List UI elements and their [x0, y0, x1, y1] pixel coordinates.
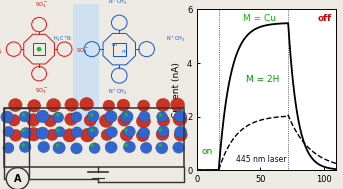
- Text: M = 2H: M = 2H: [246, 75, 279, 84]
- Circle shape: [56, 128, 59, 132]
- Text: on: on: [201, 147, 213, 156]
- Text: N$^+$CH$_3$: N$^+$CH$_3$: [108, 0, 127, 7]
- Circle shape: [158, 143, 162, 147]
- Circle shape: [137, 114, 151, 128]
- Text: N$^+$CH$_3$: N$^+$CH$_3$: [108, 88, 127, 97]
- Circle shape: [26, 128, 40, 141]
- Circle shape: [22, 113, 25, 117]
- Circle shape: [89, 143, 100, 153]
- Circle shape: [20, 141, 31, 153]
- Circle shape: [125, 143, 128, 147]
- Circle shape: [105, 142, 117, 153]
- Circle shape: [106, 127, 117, 138]
- Text: 445 nm laser: 445 nm laser: [236, 155, 287, 164]
- Circle shape: [3, 143, 14, 153]
- Circle shape: [6, 168, 29, 189]
- Circle shape: [55, 127, 65, 137]
- Circle shape: [53, 142, 65, 154]
- Y-axis label: Current (nA): Current (nA): [173, 62, 181, 118]
- Text: SO$_3^-$: SO$_3^-$: [35, 1, 48, 10]
- Circle shape: [47, 98, 61, 112]
- Circle shape: [56, 143, 59, 147]
- Circle shape: [99, 114, 113, 127]
- Circle shape: [36, 127, 49, 139]
- Circle shape: [175, 126, 187, 138]
- Circle shape: [56, 113, 59, 117]
- Circle shape: [123, 141, 135, 153]
- Circle shape: [3, 126, 14, 137]
- Text: SO$_3^-$: SO$_3^-$: [75, 47, 88, 57]
- Circle shape: [174, 129, 187, 141]
- Circle shape: [44, 115, 56, 127]
- Circle shape: [156, 128, 169, 140]
- Circle shape: [38, 141, 50, 153]
- Circle shape: [28, 100, 41, 112]
- Circle shape: [10, 129, 22, 141]
- Circle shape: [37, 47, 42, 51]
- Circle shape: [117, 99, 130, 111]
- Circle shape: [125, 113, 128, 117]
- Circle shape: [65, 113, 78, 125]
- Circle shape: [125, 128, 128, 132]
- Text: H$_3$C$^+$N: H$_3$C$^+$N: [53, 35, 72, 44]
- Circle shape: [158, 126, 169, 137]
- Circle shape: [170, 98, 185, 112]
- Circle shape: [138, 127, 150, 138]
- Circle shape: [139, 111, 150, 122]
- Circle shape: [138, 100, 150, 112]
- Text: A: A: [14, 174, 21, 184]
- Circle shape: [80, 98, 93, 111]
- Circle shape: [120, 129, 133, 141]
- Circle shape: [124, 126, 135, 137]
- Circle shape: [140, 142, 152, 153]
- Circle shape: [81, 128, 94, 142]
- Circle shape: [90, 143, 94, 147]
- Circle shape: [26, 114, 40, 126]
- Circle shape: [174, 110, 187, 122]
- Circle shape: [157, 112, 167, 122]
- Circle shape: [8, 115, 20, 126]
- Text: SO$_3^-$: SO$_3^-$: [35, 87, 48, 96]
- Circle shape: [71, 143, 82, 154]
- Circle shape: [19, 111, 30, 122]
- Circle shape: [65, 98, 78, 111]
- Text: NH: NH: [111, 43, 117, 47]
- Text: N$^+$CH$_3$: N$^+$CH$_3$: [166, 35, 185, 44]
- Circle shape: [22, 143, 25, 147]
- Circle shape: [71, 127, 82, 137]
- Text: M = Cu: M = Cu: [243, 14, 276, 23]
- Circle shape: [156, 98, 170, 112]
- Circle shape: [87, 126, 98, 137]
- Circle shape: [90, 128, 94, 132]
- Circle shape: [101, 129, 113, 140]
- Text: HN: HN: [121, 50, 127, 53]
- Circle shape: [46, 129, 58, 140]
- Circle shape: [20, 128, 31, 138]
- Circle shape: [156, 142, 168, 154]
- Circle shape: [103, 100, 115, 111]
- Text: $^-$O$_3$S: $^-$O$_3$S: [0, 47, 2, 56]
- Circle shape: [173, 112, 187, 126]
- Circle shape: [36, 110, 49, 123]
- Circle shape: [87, 110, 99, 122]
- Circle shape: [118, 114, 131, 126]
- Circle shape: [105, 111, 117, 122]
- Text: off: off: [318, 14, 332, 23]
- Circle shape: [137, 129, 149, 142]
- Circle shape: [9, 98, 22, 112]
- Circle shape: [90, 113, 94, 117]
- Circle shape: [158, 113, 162, 117]
- Circle shape: [173, 142, 185, 153]
- Circle shape: [71, 112, 82, 122]
- Circle shape: [52, 112, 64, 123]
- Circle shape: [1, 111, 13, 123]
- Circle shape: [84, 114, 96, 126]
- Circle shape: [157, 115, 169, 127]
- Circle shape: [158, 128, 162, 132]
- Circle shape: [121, 111, 133, 123]
- FancyBboxPatch shape: [73, 4, 99, 129]
- Circle shape: [63, 129, 76, 142]
- Circle shape: [22, 128, 25, 132]
